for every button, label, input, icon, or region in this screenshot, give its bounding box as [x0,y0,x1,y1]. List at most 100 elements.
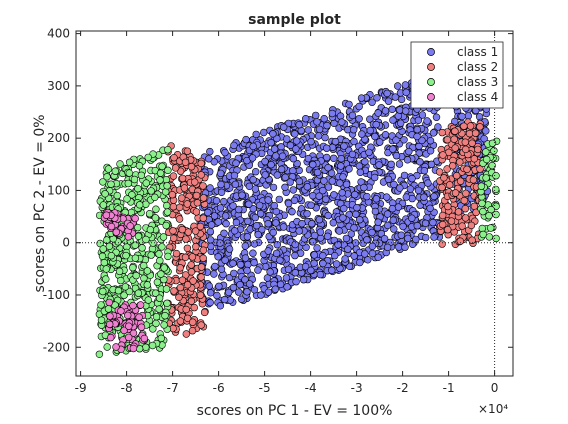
data-point-class-3 [152,289,160,297]
data-point-class-1 [206,184,214,192]
data-point-class-1 [269,183,278,192]
data-point-class-1 [324,164,332,172]
data-point-class-2 [197,273,205,281]
data-point-class-2 [178,276,187,284]
data-point-class-1 [313,168,322,177]
data-point-class-1 [205,155,213,163]
data-point-class-1 [373,94,381,102]
data-point-class-1 [340,204,348,213]
data-point-class-1 [321,133,329,142]
data-point-class-1 [230,171,239,180]
data-point-class-2 [454,208,463,216]
data-point-class-1 [345,165,353,173]
data-point-class-3 [163,299,171,307]
data-point-class-1 [229,202,237,210]
data-point-class-1 [405,147,413,156]
data-point-class-1 [348,150,357,159]
data-point-class-2 [476,123,484,131]
x-tick-label: -3 [351,381,363,395]
data-point-class-1 [384,175,393,184]
data-point-class-3 [102,275,110,283]
data-point-class-1 [414,116,423,125]
data-point-class-4 [124,333,133,342]
data-point-class-1 [220,229,228,238]
data-point-class-1 [387,160,395,169]
data-point-class-3 [163,182,171,190]
data-point-class-3 [129,264,137,272]
data-point-class-1 [222,212,230,220]
data-point-class-1 [252,130,260,139]
data-point-class-2 [456,158,464,166]
data-point-class-3 [151,193,159,202]
data-point-class-1 [368,249,377,258]
data-point-class-1 [249,176,257,184]
data-point-class-2 [183,314,192,322]
data-point-class-3 [107,252,116,260]
data-point-class-1 [243,288,251,296]
data-point-class-1 [432,113,441,121]
legend-label-class-2: class 2 [457,60,498,74]
data-point-class-1 [205,282,214,290]
data-point-class-1 [204,208,212,217]
data-point-class-1 [264,196,272,204]
data-point-class-1 [244,260,252,269]
data-point-class-1 [291,251,299,260]
data-point-class-3 [153,278,162,286]
data-point-class-3 [478,199,486,208]
data-point-class-2 [188,253,197,261]
data-point-class-1 [267,161,275,169]
data-point-class-1 [290,196,299,205]
data-point-class-2 [172,249,181,258]
data-point-class-1 [408,174,416,183]
data-point-class-3 [143,281,152,289]
data-point-class-4 [117,307,125,315]
data-point-class-2 [168,191,177,199]
data-point-class-3 [160,264,168,272]
x-axis-ticks: -9 -8 -7 -6 -5 -4 -3 -2 -1 0 [75,31,499,395]
data-point-class-2 [178,225,187,234]
x-axis-exponent: ×10⁴ [478,402,508,416]
data-point-class-1 [334,241,342,249]
data-point-class-1 [316,228,325,236]
data-point-class-1 [235,205,243,214]
data-point-class-2 [438,183,446,192]
data-point-class-3 [482,174,490,182]
data-point-class-3 [114,287,123,295]
data-point-class-1 [429,129,438,137]
y-tick-label: -100 [43,288,70,302]
data-point-class-1 [391,93,399,101]
data-point-class-1 [291,269,299,277]
x-tick-label: 0 [491,381,499,395]
legend-marker-class-3 [427,78,435,86]
data-point-class-1 [245,182,254,191]
data-point-class-3 [485,212,493,220]
data-point-class-3 [152,319,160,328]
data-point-class-3 [492,234,500,243]
data-point-class-1 [216,302,225,310]
data-point-class-4 [112,343,120,351]
data-point-class-2 [176,203,184,212]
data-point-class-3 [99,201,108,209]
data-point-class-3 [142,179,151,187]
data-point-class-3 [121,283,130,291]
data-point-class-1 [304,126,312,134]
data-point-class-4 [106,333,115,342]
data-point-class-3 [134,223,142,232]
data-point-class-3 [125,169,134,177]
data-point-class-1 [323,144,331,152]
data-point-class-1 [221,148,229,157]
data-point-class-2 [183,200,192,208]
data-point-class-1 [277,165,286,174]
data-point-class-1 [336,112,345,120]
data-point-class-1 [206,298,214,307]
data-point-class-1 [413,222,421,230]
data-point-class-1 [303,183,311,191]
data-point-class-3 [162,221,170,230]
data-point-class-3 [157,270,165,278]
data-point-class-1 [368,242,377,251]
data-point-class-2 [182,235,190,243]
x-tick-label: -8 [121,381,133,395]
data-point-class-2 [456,177,465,185]
data-point-class-3 [477,182,486,190]
data-point-class-1 [426,147,435,155]
